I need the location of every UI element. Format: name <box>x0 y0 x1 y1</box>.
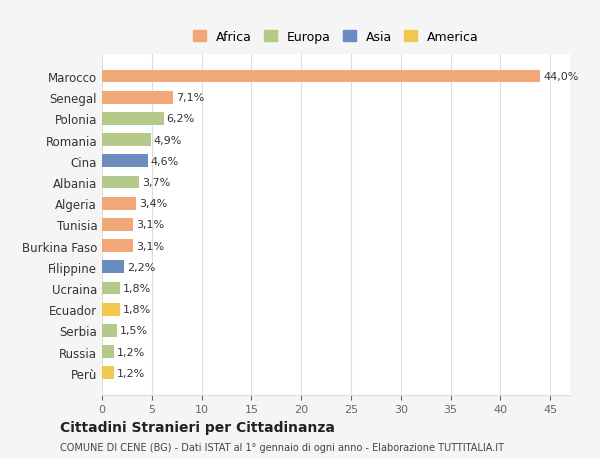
Text: 7,1%: 7,1% <box>176 93 204 103</box>
Text: 4,6%: 4,6% <box>151 157 179 167</box>
Bar <box>102 303 120 316</box>
Text: 1,2%: 1,2% <box>117 347 145 357</box>
Text: 44,0%: 44,0% <box>543 72 578 82</box>
Bar <box>102 113 164 125</box>
Bar <box>102 197 136 210</box>
Bar <box>102 176 139 189</box>
Bar <box>102 240 133 252</box>
Text: 2,2%: 2,2% <box>127 262 155 272</box>
Text: 3,7%: 3,7% <box>142 178 170 188</box>
Text: COMUNE DI CENE (BG) - Dati ISTAT al 1° gennaio di ogni anno - Elaborazione TUTTI: COMUNE DI CENE (BG) - Dati ISTAT al 1° g… <box>60 442 504 452</box>
Text: 3,1%: 3,1% <box>136 220 164 230</box>
Text: 4,9%: 4,9% <box>154 135 182 146</box>
Bar <box>102 71 540 83</box>
Bar <box>102 282 120 295</box>
Text: Cittadini Stranieri per Cittadinanza: Cittadini Stranieri per Cittadinanza <box>60 420 335 435</box>
Bar <box>102 367 114 379</box>
Text: 3,4%: 3,4% <box>139 199 167 209</box>
Bar <box>102 134 151 147</box>
Bar <box>102 346 114 358</box>
Text: 3,1%: 3,1% <box>136 241 164 251</box>
Bar <box>102 261 124 274</box>
Bar <box>102 155 148 168</box>
Bar <box>102 325 117 337</box>
Bar <box>102 92 173 104</box>
Bar <box>102 218 133 231</box>
Legend: Africa, Europa, Asia, America: Africa, Europa, Asia, America <box>190 28 482 48</box>
Text: 6,2%: 6,2% <box>167 114 195 124</box>
Text: 1,8%: 1,8% <box>123 304 151 314</box>
Text: 1,2%: 1,2% <box>117 368 145 378</box>
Text: 1,5%: 1,5% <box>120 326 148 336</box>
Text: 1,8%: 1,8% <box>123 283 151 293</box>
